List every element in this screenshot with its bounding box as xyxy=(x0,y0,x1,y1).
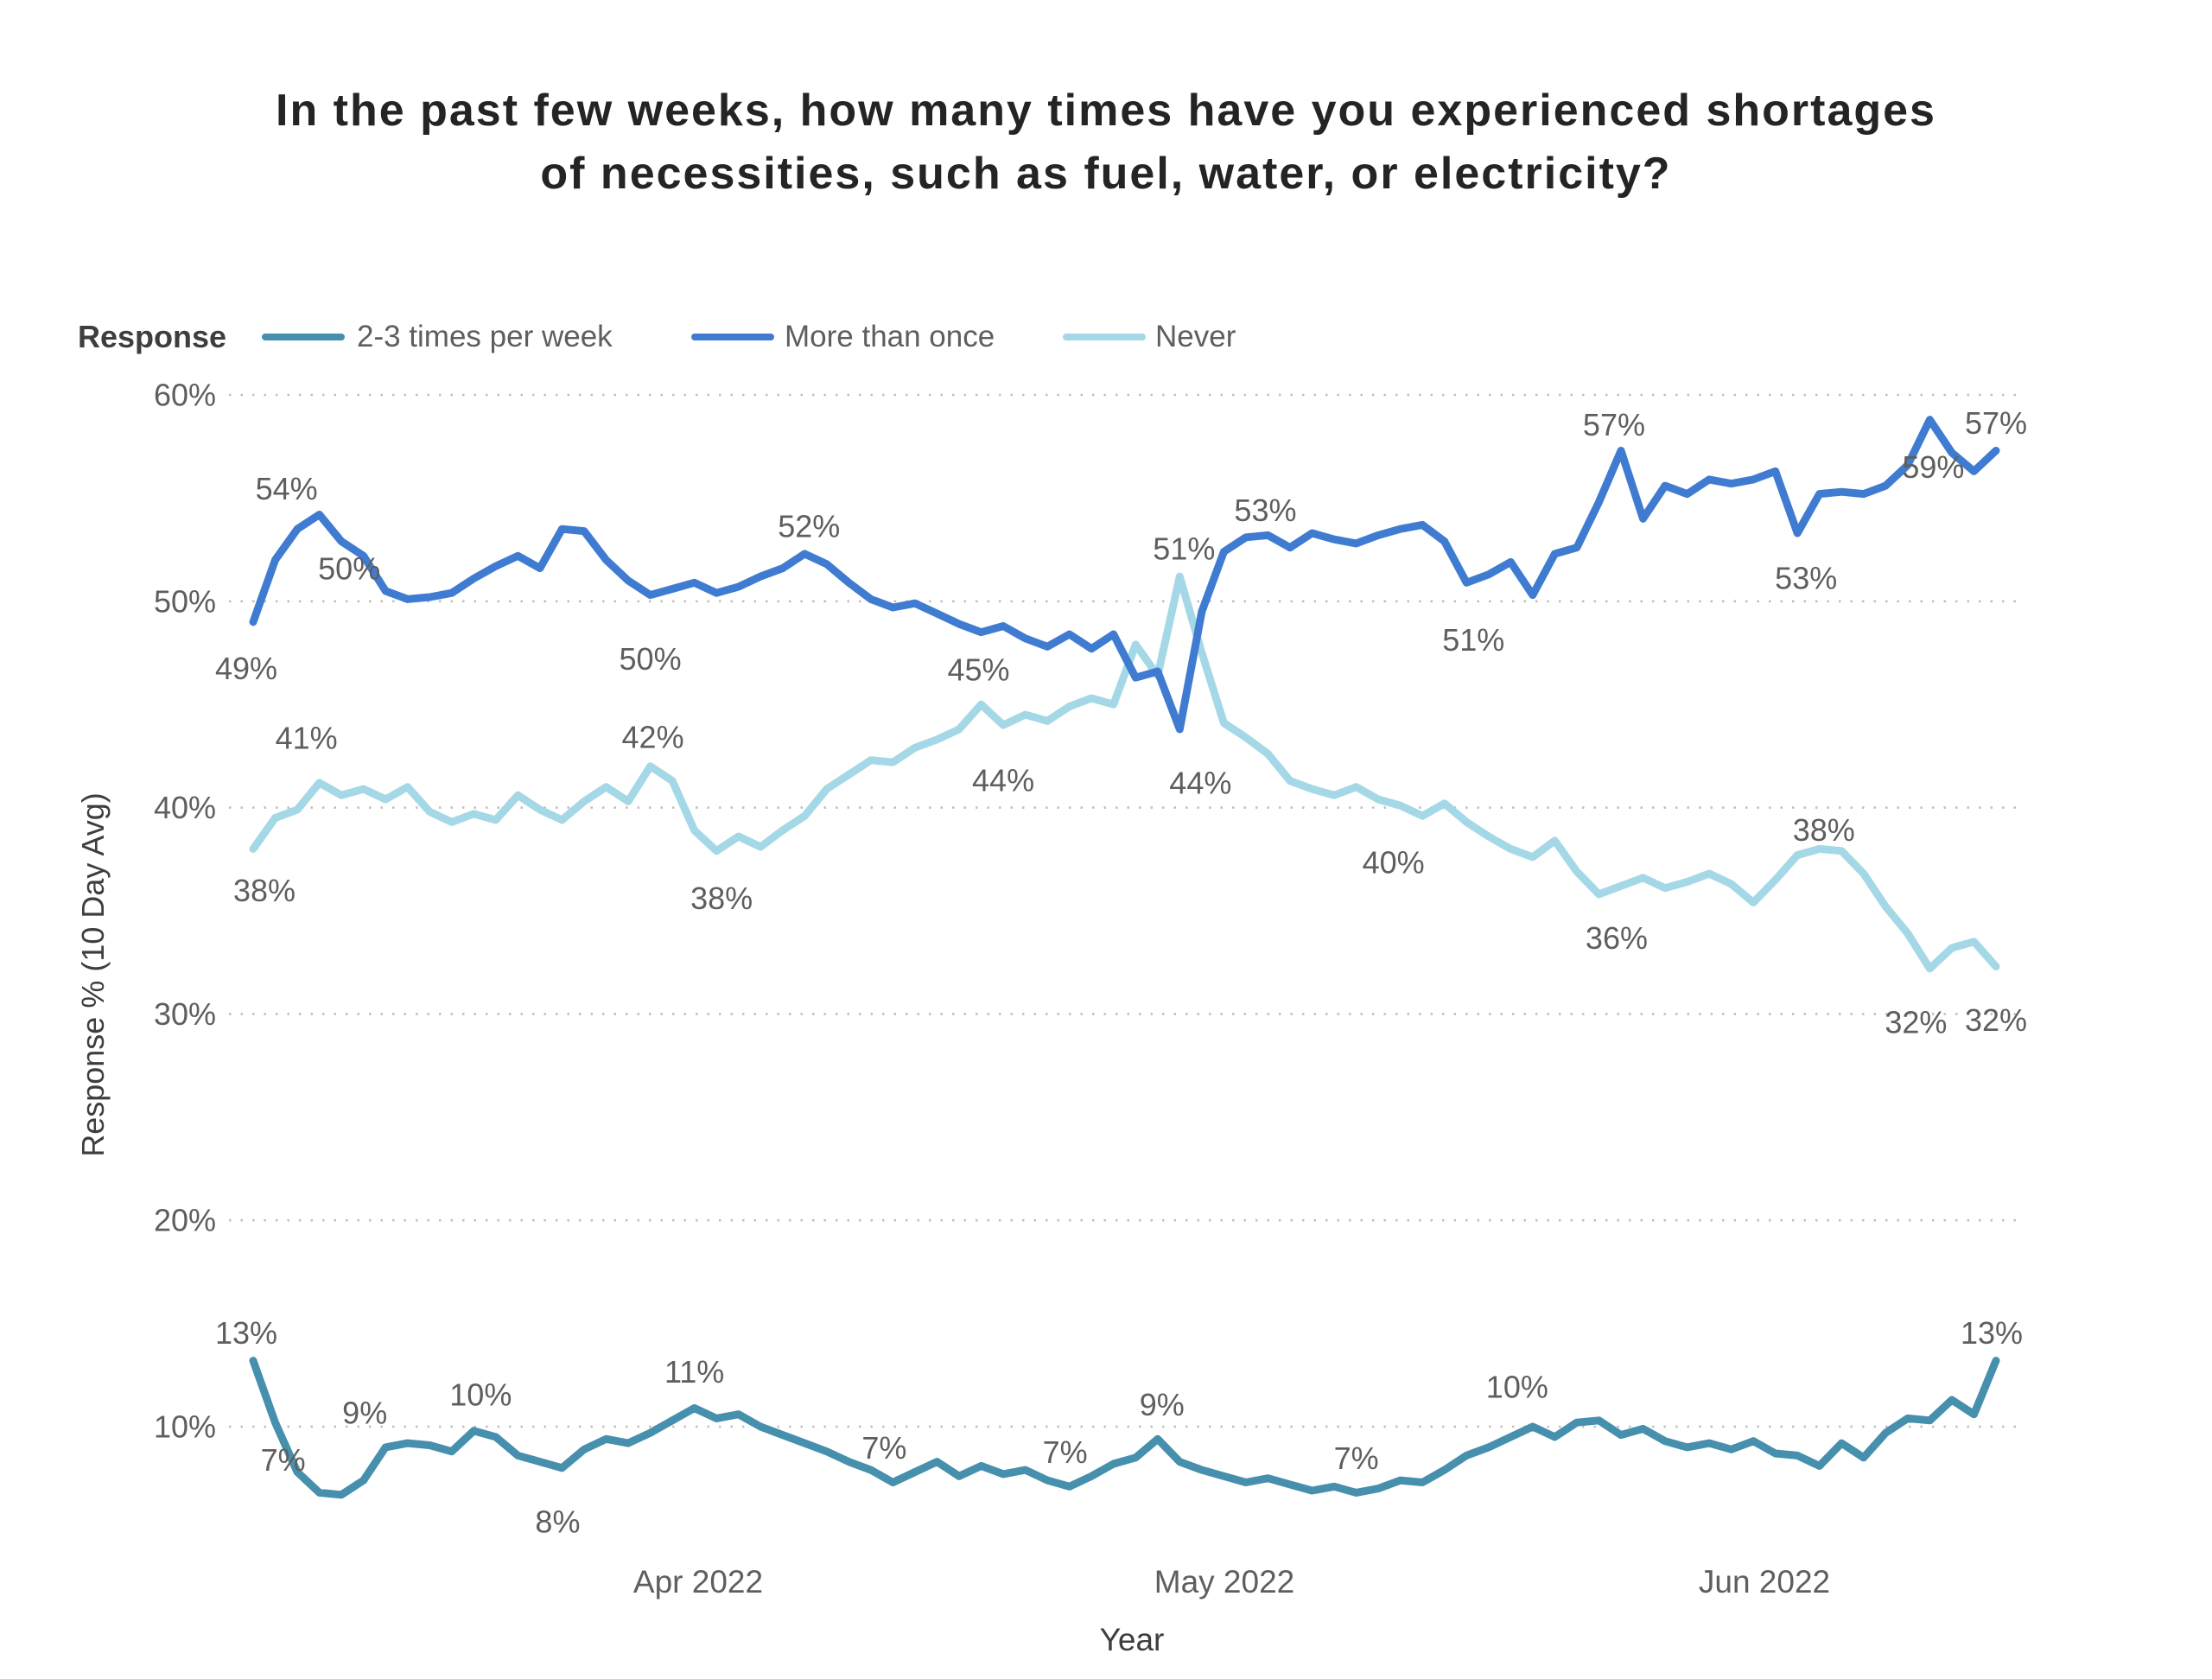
data-label-never-18: 42% xyxy=(622,719,684,754)
chart-title-line1: In the past few weeks, how many times ha… xyxy=(276,86,1936,136)
data-label-never-76: 32% xyxy=(1885,1004,1947,1040)
legend-swatch-2-3-times-per-week xyxy=(262,334,345,340)
data-label-2-3-times-per-week-6: 9% xyxy=(342,1395,387,1430)
data-label-2-3-times-per-week-58: 10% xyxy=(1486,1370,1548,1405)
data-label-more-than-once-3: 54% xyxy=(256,471,318,506)
data-label-more-than-once-79: 57% xyxy=(1965,405,2027,441)
data-label-more-than-once-46: 53% xyxy=(1234,493,1296,528)
y-tick-label-30%: 30% xyxy=(154,996,216,1032)
data-label-2-3-times-per-week-20: 11% xyxy=(664,1354,724,1390)
chart-title: In the past few weeks, how many times ha… xyxy=(0,79,2212,206)
data-label-never-0: 38% xyxy=(233,873,296,908)
y-tick-label-10%: 10% xyxy=(154,1409,216,1445)
data-label-2-3-times-per-week-14: 8% xyxy=(535,1504,580,1539)
data-label-never-62: 36% xyxy=(1586,920,1648,956)
data-label-more-than-once-25: 52% xyxy=(778,508,840,544)
data-label-more-than-once-62: 57% xyxy=(1583,407,1645,442)
data-label-more-than-once-6: 50% xyxy=(318,550,380,586)
data-label-never-21: 38% xyxy=(690,881,753,916)
series-line-more-than-once xyxy=(249,416,2000,734)
y-tick-label-40%: 40% xyxy=(154,790,216,825)
data-label-never-71: 38% xyxy=(1793,812,1855,848)
data-label-2-3-times-per-week-37: 7% xyxy=(1043,1434,1088,1470)
legend: Response 2-3 times per week More than on… xyxy=(0,316,2212,358)
y-tick-label-50%: 50% xyxy=(154,583,216,619)
x-tick-label-may-2022: May 2022 xyxy=(1154,1564,1295,1600)
x-axis-title: Year xyxy=(1100,1622,1165,1657)
data-label-more-than-once-76: 59% xyxy=(1902,449,1964,485)
data-label-never-3: 41% xyxy=(276,720,338,755)
data-label-2-3-times-per-week-10: 10% xyxy=(449,1377,512,1412)
data-label-never-34: 44% xyxy=(972,763,1034,798)
legend-item-2-3-times-per-week[interactable]: 2-3 times per week xyxy=(357,320,613,353)
y-tick-label-20%: 20% xyxy=(154,1203,216,1238)
data-label-2-3-times-per-week-79: 13% xyxy=(1961,1315,2023,1351)
data-label-never-33: 45% xyxy=(948,652,1010,688)
y-tick-label-60%: 60% xyxy=(154,378,216,413)
series-line-never xyxy=(249,572,2000,973)
data-label-never-79: 32% xyxy=(1965,1002,2027,1038)
data-label-never-42: 51% xyxy=(1153,531,1215,567)
data-label-more-than-once-55: 51% xyxy=(1442,622,1504,658)
legend-swatch-more-than-once xyxy=(691,334,774,340)
legend-swatch-never xyxy=(1063,334,1146,340)
data-label-more-than-once-42: 44% xyxy=(1169,765,1231,800)
data-label-2-3-times-per-week-50: 7% xyxy=(1334,1441,1379,1476)
x-tick-label-jun-2022: Jun 2022 xyxy=(1699,1564,1830,1600)
legend-title: Response xyxy=(78,319,227,354)
data-label-never-52: 40% xyxy=(1363,845,1425,881)
legend-item-never[interactable]: Never xyxy=(1155,320,1236,353)
data-label-more-than-once-70: 53% xyxy=(1775,560,1837,595)
data-label-more-than-once-0: 49% xyxy=(215,651,277,686)
x-tick-label-apr-2022: Apr 2022 xyxy=(633,1564,763,1600)
legend-item-more-than-once[interactable]: More than once xyxy=(785,320,995,353)
chart-title-line2: of necessities, such as fuel, water, or … xyxy=(540,149,1672,199)
y-axis-title: Response % (10 Day Avg) xyxy=(75,792,111,1157)
data-label-2-3-times-per-week-0: 13% xyxy=(215,1315,277,1351)
data-label-2-3-times-per-week-41: 9% xyxy=(1140,1387,1185,1422)
data-label-2-3-times-per-week-29: 7% xyxy=(861,1430,906,1466)
series-line-2-3-times-per-week xyxy=(249,1357,2000,1499)
data-label-more-than-once-18: 50% xyxy=(620,641,682,677)
data-label-2-3-times-per-week-3: 7% xyxy=(261,1442,306,1478)
